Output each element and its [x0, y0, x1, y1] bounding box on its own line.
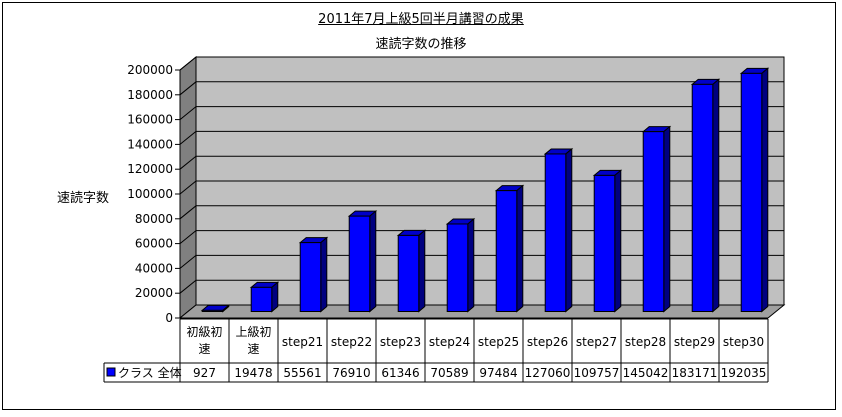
bar-side: [418, 229, 426, 313]
data-label: 183171: [672, 366, 718, 380]
legend-label: クラス 全体: [118, 365, 182, 380]
data-label: 927: [193, 366, 216, 380]
data-label: 97484: [479, 366, 517, 380]
gridline: [179, 254, 784, 269]
bar-side: [271, 281, 279, 313]
bar: [397, 234, 420, 312]
x-tick-label: 上級初: [235, 325, 271, 339]
bar-side: [320, 236, 328, 313]
x-tick-label: step23: [380, 335, 421, 349]
y-tick-label: 20000: [135, 286, 173, 300]
bar: [544, 153, 567, 312]
x-tick-label: 初級初: [186, 325, 222, 339]
y-tick-label: 80000: [135, 212, 173, 226]
y-tick-label: 200000: [127, 63, 173, 77]
x-tick-label: step26: [527, 335, 568, 349]
gridline: [179, 81, 784, 96]
gridline: [179, 180, 784, 195]
bar: [691, 83, 714, 312]
data-label: 109757: [574, 366, 620, 380]
y-tick-label: 0: [165, 311, 173, 325]
bar: [201, 309, 224, 313]
data-label: 127060: [525, 366, 571, 380]
gridline: [179, 205, 784, 220]
y-tick-label: 40000: [135, 261, 173, 275]
y-tick-label: 160000: [127, 113, 173, 127]
bar: [446, 223, 469, 312]
bar-side: [565, 147, 573, 313]
bar: [495, 190, 518, 312]
x-tick-label: step22: [331, 335, 372, 349]
x-tick-label: step30: [723, 335, 764, 349]
chart-title: 2011年7月上級5回半月講習の成果: [318, 12, 524, 27]
x-tick-label: step29: [674, 335, 715, 349]
x-tick-label: step25: [478, 335, 519, 349]
gridline: [179, 279, 784, 294]
data-label: 55561: [283, 366, 321, 380]
chart-subtitle: 速読字数の推移: [375, 37, 467, 52]
data-label: 145042: [623, 366, 669, 380]
data-label: 192035: [721, 366, 767, 380]
data-label: 61346: [381, 366, 419, 380]
y-tick-label: 180000: [127, 88, 173, 102]
bar: [593, 174, 616, 312]
gridline: [179, 130, 784, 145]
data-label: 70589: [430, 366, 468, 380]
legend-swatch: [106, 367, 116, 377]
x-tick-label: step21: [282, 335, 323, 349]
x-tick-label: step28: [625, 335, 666, 349]
bar: [740, 72, 763, 312]
y-axis-label: 速読字数: [57, 191, 110, 206]
bar-side: [761, 67, 769, 313]
bar-side: [467, 217, 475, 313]
bar: [642, 131, 665, 312]
data-label: 76910: [332, 366, 370, 380]
gridline: [179, 56, 784, 71]
bar: [348, 215, 371, 313]
x-tick-label: step24: [429, 335, 470, 349]
bar: [250, 286, 273, 313]
x-tick-label: 速: [198, 342, 210, 356]
bar-side: [516, 184, 524, 313]
y-tick-label: 100000: [127, 187, 173, 201]
bar-side: [369, 210, 377, 313]
data-label: 19478: [234, 366, 272, 380]
y-tick-label: 140000: [127, 137, 173, 151]
bar-side: [614, 169, 622, 313]
gridline: [179, 106, 784, 120]
bar-side: [712, 78, 720, 313]
x-tick-label: step27: [576, 335, 617, 349]
plot-floor: [178, 304, 786, 319]
gridline: [179, 155, 784, 170]
bar-side: [663, 125, 671, 313]
y-tick-label: 60000: [135, 237, 173, 251]
gridline: [179, 230, 784, 244]
bar: [299, 242, 322, 312]
x-tick-label: 速: [247, 342, 259, 356]
y-tick-label: 120000: [127, 162, 173, 176]
